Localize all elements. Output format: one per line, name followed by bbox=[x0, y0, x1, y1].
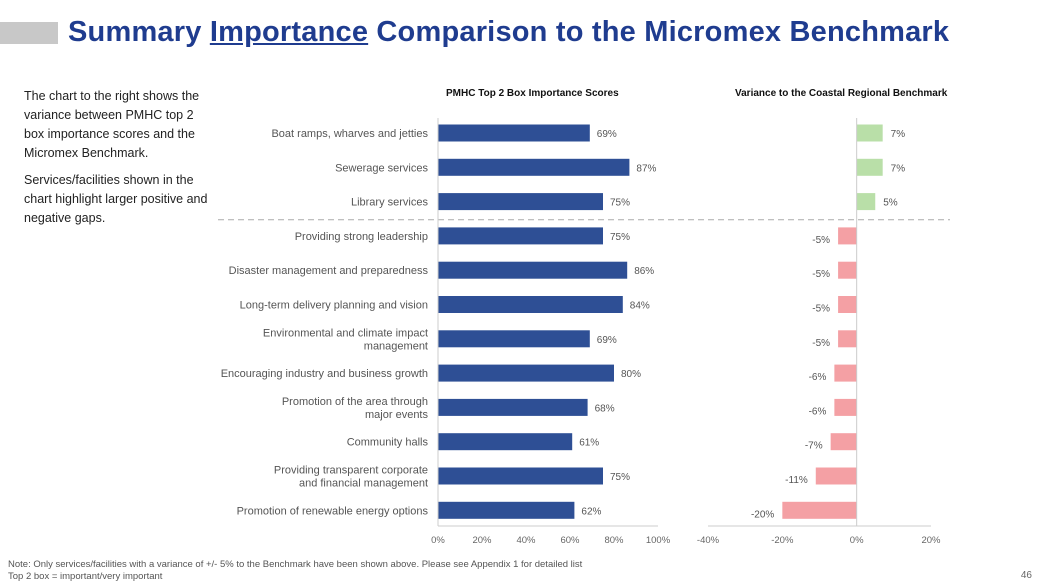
importance-bar bbox=[438, 158, 630, 176]
importance-x-tick-label: 0% bbox=[431, 535, 445, 546]
variance-bar-negative bbox=[838, 227, 857, 245]
variance-bar-negative bbox=[838, 261, 857, 279]
category-label: major events bbox=[365, 409, 428, 421]
importance-bar bbox=[438, 193, 603, 211]
category-label: Providing strong leadership bbox=[295, 231, 428, 243]
variance-value-label: 7% bbox=[891, 163, 906, 174]
importance-value-label: 84% bbox=[630, 301, 650, 312]
variance-bar-negative bbox=[782, 501, 857, 519]
variance-bar-negative bbox=[838, 330, 857, 348]
variance-value-label: 7% bbox=[891, 129, 906, 140]
importance-bar bbox=[438, 364, 614, 382]
footnote-line-1: Note: Only services/facilities with a va… bbox=[8, 559, 583, 570]
title-part-1: Summary bbox=[68, 16, 210, 48]
intro-text: The chart to the right shows the varianc… bbox=[24, 87, 209, 236]
importance-value-label: 75% bbox=[610, 198, 630, 209]
category-label: management bbox=[364, 340, 428, 352]
importance-bar bbox=[438, 124, 590, 142]
importance-value-label: 69% bbox=[597, 335, 617, 346]
importance-x-tick-label: 100% bbox=[646, 535, 671, 546]
importance-chart-title: PMHC Top 2 Box Importance Scores bbox=[446, 88, 619, 99]
variance-value-label: -5% bbox=[812, 304, 830, 315]
category-label: Promotion of renewable energy options bbox=[237, 505, 429, 517]
importance-bar bbox=[438, 227, 603, 245]
importance-value-label: 87% bbox=[636, 163, 656, 174]
footnote: Note: Only services/facilities with a va… bbox=[8, 559, 582, 583]
title-underlined-word: Importance bbox=[209, 16, 369, 48]
variance-bar-negative bbox=[815, 467, 857, 485]
importance-bar bbox=[438, 398, 588, 416]
importance-bar bbox=[438, 261, 628, 279]
importance-value-label: 62% bbox=[581, 506, 601, 517]
category-label: and financial management bbox=[299, 478, 428, 490]
variance-value-label: -7% bbox=[805, 441, 823, 452]
category-label: Sewerage services bbox=[335, 162, 428, 174]
variance-value-label: -11% bbox=[785, 475, 808, 486]
importance-bar bbox=[438, 501, 575, 519]
intro-paragraph-2: Services/facilities shown in the chart h… bbox=[24, 173, 208, 225]
category-label: Environmental and climate impact bbox=[263, 327, 428, 339]
variance-value-label: -6% bbox=[809, 406, 827, 417]
variance-bar-negative bbox=[838, 296, 857, 313]
importance-x-tick-label: 80% bbox=[604, 535, 624, 546]
page-number: 46 bbox=[1020, 570, 1032, 581]
importance-value-label: 86% bbox=[634, 266, 654, 277]
importance-value-label: 61% bbox=[579, 438, 599, 449]
importance-x-tick-label: 20% bbox=[472, 535, 492, 546]
variance-bar-negative bbox=[834, 398, 857, 416]
variance-bar-positive bbox=[856, 124, 883, 142]
category-label: Community halls bbox=[347, 437, 429, 449]
variance-x-tick-label: -40% bbox=[697, 535, 720, 546]
category-label: Library services bbox=[351, 197, 429, 209]
importance-bar bbox=[438, 296, 623, 313]
intro-paragraph-1: The chart to the right shows the varianc… bbox=[24, 89, 200, 160]
category-label: Long-term delivery planning and vision bbox=[240, 300, 428, 312]
importance-bar bbox=[438, 467, 603, 485]
category-label: Encouraging industry and business growth bbox=[221, 368, 428, 380]
category-label: Boat ramps, wharves and jetties bbox=[271, 128, 428, 140]
variance-bar-negative bbox=[830, 433, 857, 451]
importance-value-label: 75% bbox=[610, 232, 630, 243]
importance-bar bbox=[438, 433, 573, 451]
importance-value-label: 80% bbox=[621, 369, 641, 380]
footnote-line-2: Top 2 box = important/very important bbox=[8, 571, 163, 582]
importance-x-tick-label: 60% bbox=[560, 535, 580, 546]
importance-value-label: 69% bbox=[597, 129, 617, 140]
variance-value-label: -5% bbox=[812, 235, 830, 246]
importance-value-label: 75% bbox=[610, 472, 630, 483]
importance-value-label: 68% bbox=[595, 403, 615, 414]
variance-value-label: -5% bbox=[812, 269, 830, 280]
variance-bar-negative bbox=[834, 364, 857, 382]
variance-value-label: -5% bbox=[812, 338, 830, 349]
category-label: Promotion of the area through bbox=[282, 396, 428, 408]
variance-value-label: 5% bbox=[883, 198, 898, 209]
title-part-2: Comparison to the Micromex Benchmark bbox=[368, 16, 950, 48]
variance-value-label: -6% bbox=[809, 372, 827, 383]
variance-bar-positive bbox=[856, 158, 883, 176]
importance-bar bbox=[438, 330, 590, 348]
header-accent-tab bbox=[0, 22, 58, 44]
category-label: Disaster management and preparedness bbox=[229, 265, 429, 277]
variance-bar-positive bbox=[856, 193, 876, 211]
variance-chart-title: Variance to the Coastal Regional Benchma… bbox=[735, 88, 948, 99]
category-label: Providing transparent corporate bbox=[274, 465, 428, 477]
page-title: Summary Importance Comparison to the Mic… bbox=[68, 16, 949, 49]
variance-value-label: -20% bbox=[751, 509, 774, 520]
variance-x-tick-label: 0% bbox=[850, 535, 864, 546]
variance-x-tick-label: 20% bbox=[921, 535, 941, 546]
variance-x-tick-label: -20% bbox=[771, 535, 794, 546]
importance-x-tick-label: 40% bbox=[516, 535, 536, 546]
